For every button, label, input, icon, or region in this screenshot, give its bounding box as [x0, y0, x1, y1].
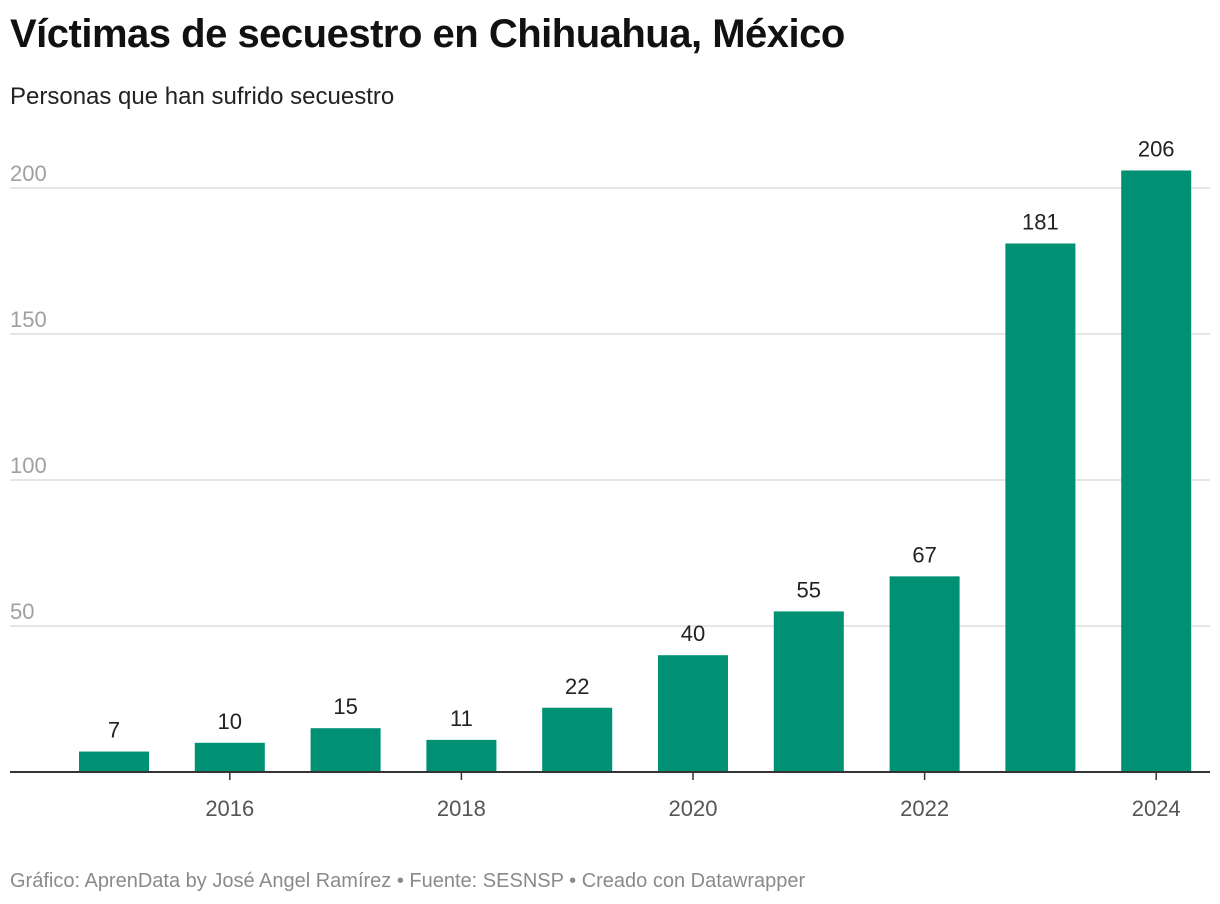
bar-2018: [426, 739, 497, 772]
y-tick-label: 50: [10, 599, 34, 624]
value-label-2017: 15: [333, 694, 357, 719]
y-tick-label: 200: [10, 161, 47, 186]
bar-2023: [1005, 243, 1076, 773]
x-tick-label-2022: 2022: [900, 796, 949, 821]
chart-subtitle: Personas que han sufrido secuestro: [10, 83, 395, 110]
value-label-2023: 181: [1022, 209, 1059, 234]
bar-2019: [542, 707, 613, 772]
bar-2017: [310, 728, 381, 772]
value-label-2024: 206: [1138, 136, 1175, 161]
bar-2015: [79, 751, 149, 772]
bar-2021: [773, 611, 844, 772]
value-label-2019: 22: [565, 674, 589, 699]
bar-2020: [658, 655, 728, 772]
bar-2016: [194, 742, 265, 772]
x-tick-labels: 2016 2018 2020 2022 2024: [205, 796, 1180, 821]
y-tick-label: 150: [10, 307, 47, 332]
value-label-2016: 10: [218, 709, 242, 734]
value-labels: 7 10 15 11 22 40 55 67 181 206: [108, 136, 1175, 742]
value-label-2018: 11: [450, 706, 473, 731]
chart-footer: Gráfico: AprenData by José Angel Ramírez…: [10, 870, 806, 892]
y-tick-labels: 50 100 150 200: [10, 161, 47, 624]
x-ticks: [229, 772, 1157, 780]
chart-title: Víctimas de secuestro en Chihuahua, Méxi…: [10, 12, 845, 56]
value-label-2015: 7: [108, 718, 120, 743]
bar-2024: [1121, 170, 1192, 773]
bars: [79, 170, 1192, 773]
y-tick-label: 100: [10, 453, 47, 478]
value-label-2022: 67: [912, 542, 936, 567]
value-label-2021: 55: [797, 577, 821, 602]
x-tick-label-2024: 2024: [1132, 796, 1181, 821]
value-label-2020: 40: [681, 621, 705, 646]
x-tick-label-2020: 2020: [669, 796, 718, 821]
bar-2022: [889, 576, 960, 772]
x-tick-label-2016: 2016: [205, 796, 254, 821]
x-tick-label-2018: 2018: [437, 796, 486, 821]
